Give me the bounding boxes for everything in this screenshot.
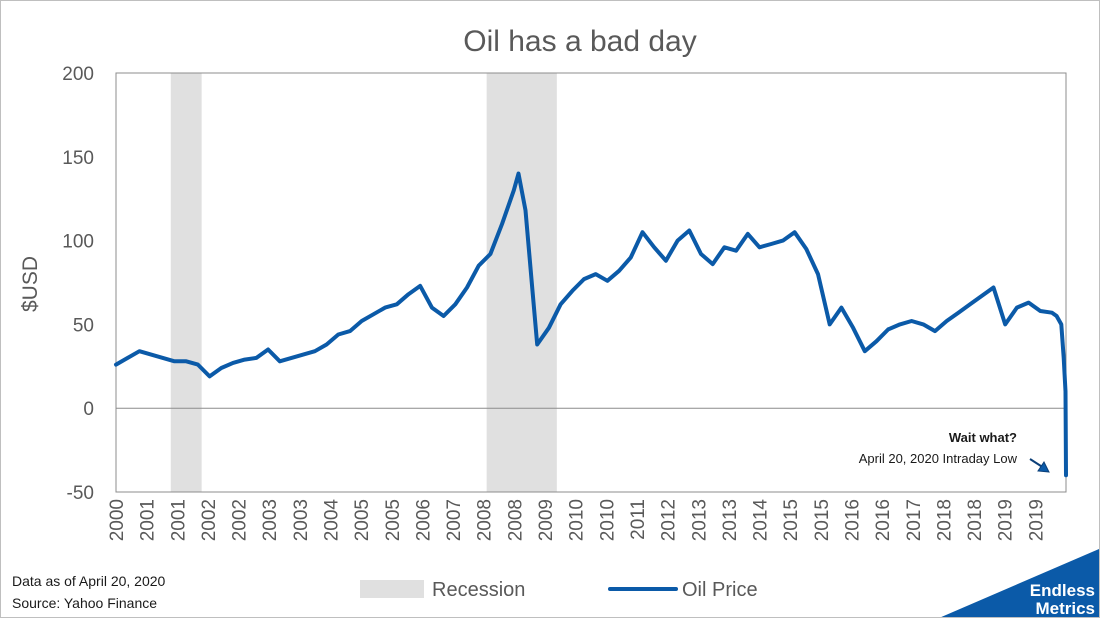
x-tick-label: 2003 (291, 499, 312, 541)
x-tick-label: 2002 (230, 499, 251, 541)
y-axis: -50 0 50 100 150 200 (62, 64, 94, 504)
endless-metrics-logo: Endless Metrics (941, 549, 1099, 617)
y-tick-label: -50 (67, 483, 94, 504)
plot-area-border (115, 72, 1067, 493)
x-tick-label: 2018 (934, 499, 955, 541)
x-tick-label: 2015 (812, 499, 833, 541)
y-axis-label: $USD (19, 256, 42, 312)
recession-bands (170, 73, 557, 492)
x-tick-label: 2016 (873, 499, 894, 541)
x-tick-label: 2010 (597, 499, 618, 541)
chart-title: Oil has a bad day (463, 25, 696, 58)
x-tick-label: 2010 (567, 499, 588, 541)
x-tick-label: 2002 (199, 499, 220, 541)
series-line-oil-price (114, 171, 1068, 478)
x-tick-label: 2019 (996, 499, 1017, 541)
x-tick-label: 2016 (843, 499, 864, 541)
x-tick-label: 2007 (444, 499, 465, 541)
y-tick-label: 50 (73, 315, 94, 336)
x-tick-label: 2005 (352, 499, 373, 541)
x-tick-label: 2017 (904, 499, 925, 541)
x-axis: 2000 2001 2001 2002 2002 2003 2003 2004 2005 2005… (107, 499, 1047, 542)
brand-line-2: Metrics (1035, 599, 1095, 617)
x-tick-label: 2001 (138, 499, 159, 541)
brand-line-1: Endless (1030, 581, 1095, 600)
legend-label-recession: Recession (432, 579, 525, 601)
x-tick-label: 2018 (965, 499, 986, 541)
x-tick-label: 2004 (322, 499, 343, 542)
x-tick-label: 2003 (260, 499, 281, 541)
x-tick-label: 2015 (781, 499, 802, 541)
data-note: Data as of April 20, 2020 (12, 573, 166, 589)
y-tick-label: 100 (62, 232, 94, 253)
x-tick-label: 2013 (689, 499, 710, 541)
annotation-text: April 20, 2020 Intraday Low (859, 451, 1018, 466)
legend-swatch-recession (360, 580, 424, 598)
y-tick-label: 200 (62, 64, 94, 85)
x-tick-label: 2011 (628, 499, 649, 540)
x-tick-label: 2006 (414, 499, 435, 541)
x-tick-label: 2000 (107, 499, 128, 541)
x-tick-label: 2014 (751, 499, 772, 542)
y-tick-label: 150 (62, 148, 94, 169)
recession-band-1 (170, 73, 202, 492)
x-tick-label: 2008 (475, 499, 496, 541)
x-tick-label: 2001 (168, 499, 189, 541)
x-tick-label: 2008 (505, 499, 526, 541)
x-tick-label: 2013 (720, 499, 741, 541)
recession-band-2 (486, 73, 557, 492)
x-tick-label: 2012 (659, 499, 680, 541)
x-tick-label: 2019 (1026, 499, 1047, 541)
source-note: Source: Yahoo Finance (12, 595, 157, 611)
x-tick-label: 2005 (383, 499, 404, 541)
annotation-title: Wait what? (949, 430, 1017, 445)
y-tick-label: 0 (83, 399, 94, 420)
annotation-arrow-icon (1029, 458, 1050, 473)
x-tick-label: 2009 (536, 499, 557, 541)
legend-label-oil-price: Oil Price (682, 579, 758, 601)
